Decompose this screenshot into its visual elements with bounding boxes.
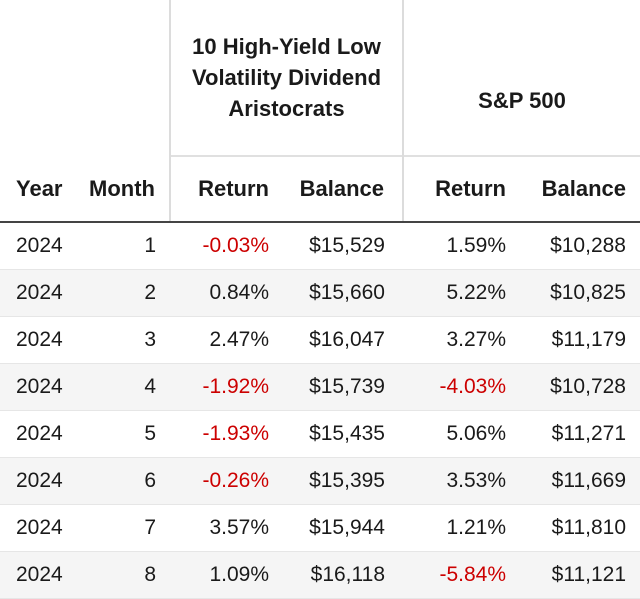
group-header-row: 10 High-Yield Low Volatility Dividend Ar… [0, 0, 640, 156]
cell-benchmark-balance: $11,179 [510, 316, 640, 364]
table-row: 2024 1 -0.03% $15,529 1.59% $10,288 [0, 222, 640, 270]
cell-portfolio-balance: $15,435 [273, 410, 403, 458]
column-header-benchmark-return: Return [403, 155, 510, 223]
cell-year: 2024 [0, 410, 80, 458]
cell-month: 3 [80, 316, 170, 364]
cell-portfolio-balance: $15,529 [273, 222, 403, 270]
cell-benchmark-balance: $11,810 [510, 504, 640, 552]
cell-portfolio-balance: $15,739 [273, 363, 403, 411]
cell-portfolio-balance: $15,395 [273, 457, 403, 505]
cell-year: 2024 [0, 504, 80, 552]
cell-portfolio-return: 3.57% [170, 504, 273, 552]
column-header-portfolio-balance: Balance [273, 155, 404, 223]
cell-portfolio-return: -0.26% [170, 457, 273, 505]
cell-benchmark-return: -4.03% [403, 363, 510, 411]
column-header-portfolio-return: Return [169, 155, 273, 223]
cell-benchmark-balance: $10,825 [510, 269, 640, 317]
cell-portfolio-balance: $15,660 [273, 269, 403, 317]
table-row: 2024 5 -1.93% $15,435 5.06% $11,271 [0, 410, 640, 458]
cell-benchmark-return: 5.22% [403, 269, 510, 317]
column-header-benchmark-balance: Balance [510, 155, 640, 223]
table-row: 2024 4 -1.92% $15,739 -4.03% $10,728 [0, 363, 640, 411]
cell-benchmark-return: 5.06% [403, 410, 510, 458]
cell-month: 5 [80, 410, 170, 458]
cell-month: 7 [80, 504, 170, 552]
cell-portfolio-return: -1.93% [170, 410, 273, 458]
cell-benchmark-return: 3.53% [403, 457, 510, 505]
cell-portfolio-return: 0.84% [170, 269, 273, 317]
cell-year: 2024 [0, 269, 80, 317]
cell-portfolio-return: -1.92% [170, 363, 273, 411]
cell-benchmark-return: 1.21% [403, 504, 510, 552]
cell-benchmark-return: 3.27% [403, 316, 510, 364]
cell-benchmark-balance: $10,288 [510, 222, 640, 270]
cell-year: 2024 [0, 222, 80, 270]
cell-portfolio-return: -0.03% [170, 222, 273, 270]
cell-portfolio-return: 2.47% [170, 316, 273, 364]
column-header-year: Year [0, 156, 80, 223]
group-header-blank [0, 0, 170, 156]
cell-month: 1 [80, 222, 170, 270]
group-header-portfolio: 10 High-Yield Low Volatility Dividend Ar… [169, 0, 404, 156]
table-row: 2024 2 0.84% $15,660 5.22% $10,825 [0, 269, 640, 317]
cell-year: 2024 [0, 363, 80, 411]
table-row: 2024 3 2.47% $16,047 3.27% $11,179 [0, 316, 640, 364]
cell-month: 4 [80, 363, 170, 411]
cell-benchmark-balance: $10,728 [510, 363, 640, 411]
group-header-benchmark: S&P 500 [478, 87, 566, 113]
cell-year: 2024 [0, 457, 80, 505]
column-header-month: Month [80, 156, 170, 223]
cell-month: 2 [80, 269, 170, 317]
cell-portfolio-balance: $15,944 [273, 504, 403, 552]
table-body: 2024 1 -0.03% $15,529 1.59% $10,288 2024… [0, 222, 640, 599]
cell-portfolio-balance: $16,047 [273, 316, 403, 364]
table-row: 2024 6 -0.26% $15,395 3.53% $11,669 [0, 457, 640, 505]
cell-benchmark-return: 1.59% [403, 222, 510, 270]
table-row: 2024 7 3.57% $15,944 1.21% $11,810 [0, 504, 640, 552]
cell-benchmark-balance: $11,669 [510, 457, 640, 505]
cell-month: 6 [80, 457, 170, 505]
column-header-row: Year Month Return Balance Return Balance [0, 155, 640, 223]
cell-year: 2024 [0, 316, 80, 364]
cell-benchmark-balance: $11,271 [510, 410, 640, 458]
